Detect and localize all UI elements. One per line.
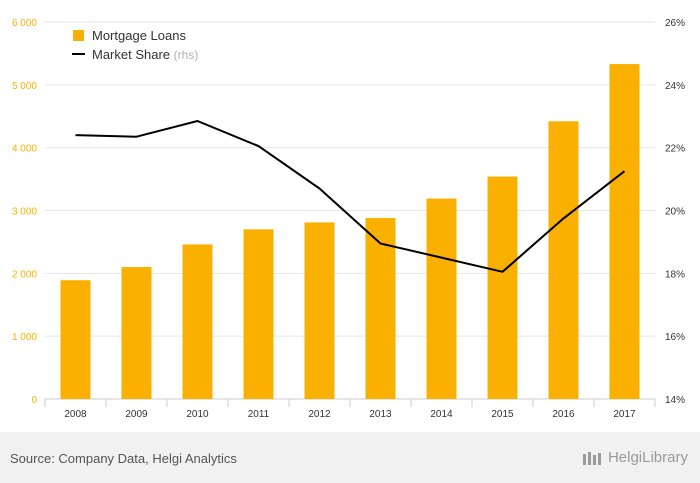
y-left-tick-label: 4 000 bbox=[12, 144, 37, 155]
legend-bar-swatch bbox=[73, 30, 84, 41]
market-share-polyline bbox=[75, 120, 626, 273]
bar-2016 bbox=[548, 121, 579, 399]
legend: Mortgage Loans Market Share (rhs) bbox=[72, 28, 198, 62]
bar-2008 bbox=[60, 280, 91, 399]
helgi-library-logo: HelgiLibrary bbox=[582, 449, 688, 466]
x-tick-label: 2011 bbox=[248, 409, 270, 420]
y-left-tick-label: 6 000 bbox=[12, 18, 37, 29]
y-left-tick-label: 3 000 bbox=[12, 207, 37, 218]
y-right-tick-label: 14% bbox=[665, 395, 685, 406]
bar-2015 bbox=[487, 176, 518, 399]
bar-2013 bbox=[365, 218, 396, 399]
x-tick-label: 2013 bbox=[369, 409, 392, 420]
y-right-tick-label: 20% bbox=[665, 207, 685, 218]
y-axis-right: 14% 16% 18% 20% 22% 24% 26% bbox=[665, 18, 685, 406]
y-axis-left: 0 1 000 2 000 3 000 4 000 5 000 6 000 bbox=[12, 18, 37, 406]
market-share-line bbox=[75, 120, 626, 273]
legend-line-name: Market Share bbox=[92, 47, 170, 62]
bar-2017 bbox=[609, 64, 640, 400]
bar-2010 bbox=[182, 244, 213, 399]
y-left-tick-label: 0 bbox=[31, 395, 37, 406]
chart: 2008 2009 2010 2011 2012 2013 2014 2015 2016 2017… bbox=[12, 18, 685, 420]
bar-2011 bbox=[243, 229, 274, 399]
bars bbox=[60, 64, 640, 400]
y-left-tick-label: 1 000 bbox=[12, 332, 37, 343]
y-right-tick-label: 16% bbox=[665, 332, 685, 343]
x-tick-label: 2010 bbox=[186, 409, 209, 420]
legend-line-suffix: (rhs) bbox=[174, 48, 199, 62]
x-tick-label: 2015 bbox=[491, 409, 514, 420]
bar-2009 bbox=[121, 267, 152, 399]
x-tick-label: 2008 bbox=[64, 409, 87, 420]
x-axis: 2008 2009 2010 2011 2012 2013 2014 2015 2016 2017 bbox=[44, 399, 656, 420]
x-tick-label: 2014 bbox=[430, 409, 453, 420]
source-note: Source: Company Data, Helgi Analytics bbox=[10, 451, 237, 466]
y-right-tick-label: 18% bbox=[665, 269, 685, 280]
x-tick-label: 2009 bbox=[125, 409, 148, 420]
x-tick-label: 2016 bbox=[552, 409, 575, 420]
x-tick-label: 2012 bbox=[308, 409, 331, 420]
legend-bar-label: Mortgage Loans bbox=[92, 28, 186, 43]
y-right-tick-label: 22% bbox=[665, 144, 685, 155]
y-right-tick-label: 24% bbox=[665, 81, 685, 92]
legend-line-label: Market Share (rhs) bbox=[92, 47, 198, 62]
library-icon bbox=[582, 451, 601, 465]
logo-text: HelgiLibrary bbox=[607, 449, 688, 466]
y-right-tick-label: 26% bbox=[665, 18, 685, 29]
bar-2012 bbox=[304, 222, 335, 399]
x-tick-label: 2017 bbox=[613, 409, 636, 420]
y-left-tick-label: 5 000 bbox=[12, 81, 37, 92]
y-left-tick-label: 2 000 bbox=[12, 269, 37, 280]
bar-2014 bbox=[426, 198, 457, 399]
